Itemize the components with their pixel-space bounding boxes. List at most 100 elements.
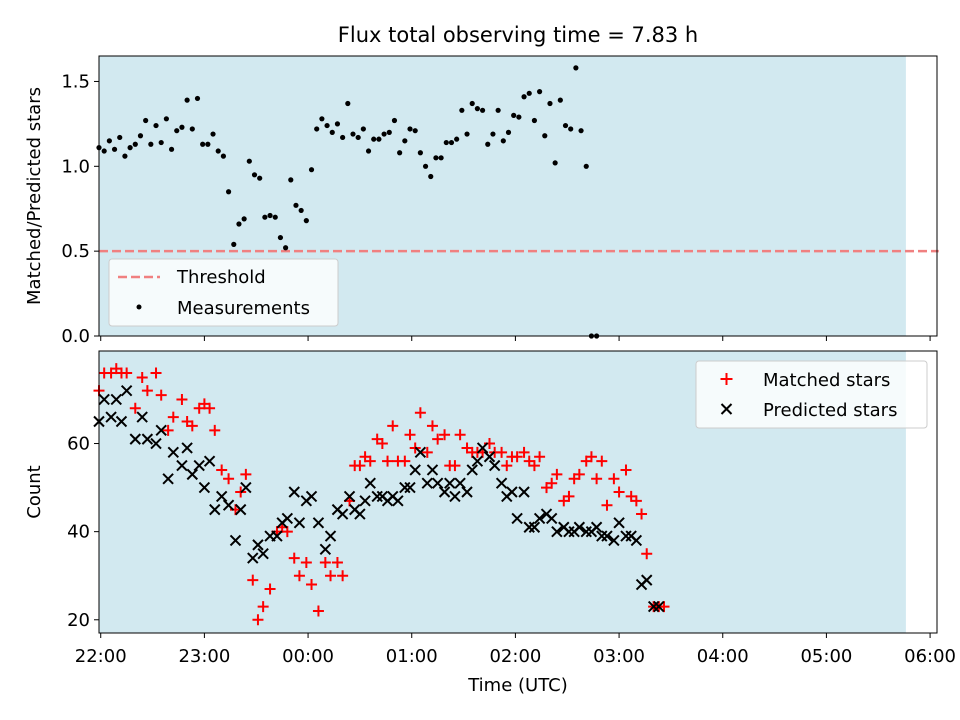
count-legend-box [695,360,928,429]
matched-star-point [534,451,546,463]
predicted-star-point [98,393,110,406]
measurement-point [459,107,465,113]
measurement-point [568,126,574,132]
matched-star-point [121,367,133,379]
predicted-star-point [653,600,665,613]
predicted-star-point [343,490,356,503]
measurement-point [137,133,144,139]
count-y-axis-label: Count [24,465,45,518]
matched-star-point [449,460,461,472]
predicted-star-point [563,525,575,538]
measurement-point [251,172,258,178]
measurement-point [547,100,553,107]
matched-star-point [325,570,337,582]
matched-star-point [364,455,376,467]
predicted-star-point [162,473,174,485]
matched-star-point [264,583,276,595]
matched-star-point [252,614,264,626]
measurement-point [215,148,221,154]
predicted-star-point [181,442,193,454]
measurement-point [329,129,335,135]
measurements-legend-swatch [136,304,142,310]
count-legend: Matched stars Predicted stars [695,360,928,429]
predicted-star-point [523,521,535,533]
predicted-star-point [454,477,466,489]
matched-star-point [288,552,300,564]
matched-star-point [216,464,228,476]
measurement-point [511,112,517,118]
measurement-point [200,141,206,147]
x-tick-label: 23:00 [178,646,230,667]
matched-star-point [518,446,530,458]
predicted-star-point [590,521,603,533]
matched-star-point [281,526,293,538]
measurement-point [194,95,201,102]
matched-star-point [306,579,318,591]
predicted-star-point [293,517,306,529]
predicted-star-point [551,525,563,538]
predicted-star-point [488,459,501,472]
x-tick-label: 01:00 [386,646,438,667]
x-axis-label: Time (UTC) [467,675,568,696]
predicted-star-point [545,512,558,525]
predicted-star-point [176,459,188,472]
predicted-star-point [129,433,141,445]
matched-star-point [141,385,153,397]
matched-star-point [414,407,426,419]
matched-star-point [658,601,670,613]
measurement-point [143,117,149,124]
y-tick-label: 20 [67,610,90,631]
measurement-point [448,139,455,146]
matched-star-point [636,508,648,520]
measurement-point [117,134,123,141]
measurement-point [552,160,558,166]
matched-star-point [257,601,269,613]
measurement-point [428,173,434,180]
y-tick-label: 0.0 [61,326,90,347]
predicted-star-point [630,534,643,547]
threshold-legend-label: Threshold [176,267,266,288]
y-tick-label: 1.5 [61,71,90,92]
measurement-point [241,216,247,222]
predicted-star-point [431,477,444,489]
measurement-point [355,134,361,141]
predicted-star-point [511,512,523,525]
matched-star-point [601,499,613,511]
matched-star-point [439,429,451,441]
measurement-point [495,107,501,113]
measurement-point [231,241,237,247]
predicted-star-point [471,455,484,467]
predicted-star-point [167,446,180,459]
measurement-point [153,122,159,129]
predicted-star-point [271,530,283,542]
measurement-point [505,129,512,135]
matched-star-point [319,557,331,568]
measurements-legend-label: Measurements [177,298,310,319]
x-tick-label: 22:00 [75,646,127,667]
predicted-stars-legend-swatch [720,403,733,415]
matched-stars-legend-label: Matched stars [763,370,890,391]
predicted-star-point [120,384,133,397]
measurement-point [288,177,294,183]
predicted-star-point [647,600,660,613]
measurement-point [360,126,366,132]
predicted-star-point [319,543,332,555]
matched-star-point [337,570,349,582]
predicted-star-point [421,477,433,489]
matched-star-point [312,605,324,617]
measurement-point [454,136,460,142]
measurement-point [365,148,372,154]
matched-star-point [511,451,523,463]
predicted-star-point [150,437,162,450]
measurement-point [303,218,309,224]
matched-star-point [596,455,608,467]
measurement-point [319,116,325,122]
measurement-point [474,106,480,112]
measurement-point [210,131,216,137]
predicted-star-point [336,508,349,520]
matched-star-point [300,557,312,568]
predicted-star-point [186,468,199,481]
measurement-point [469,100,475,107]
y-tick-label: 60 [67,434,90,455]
